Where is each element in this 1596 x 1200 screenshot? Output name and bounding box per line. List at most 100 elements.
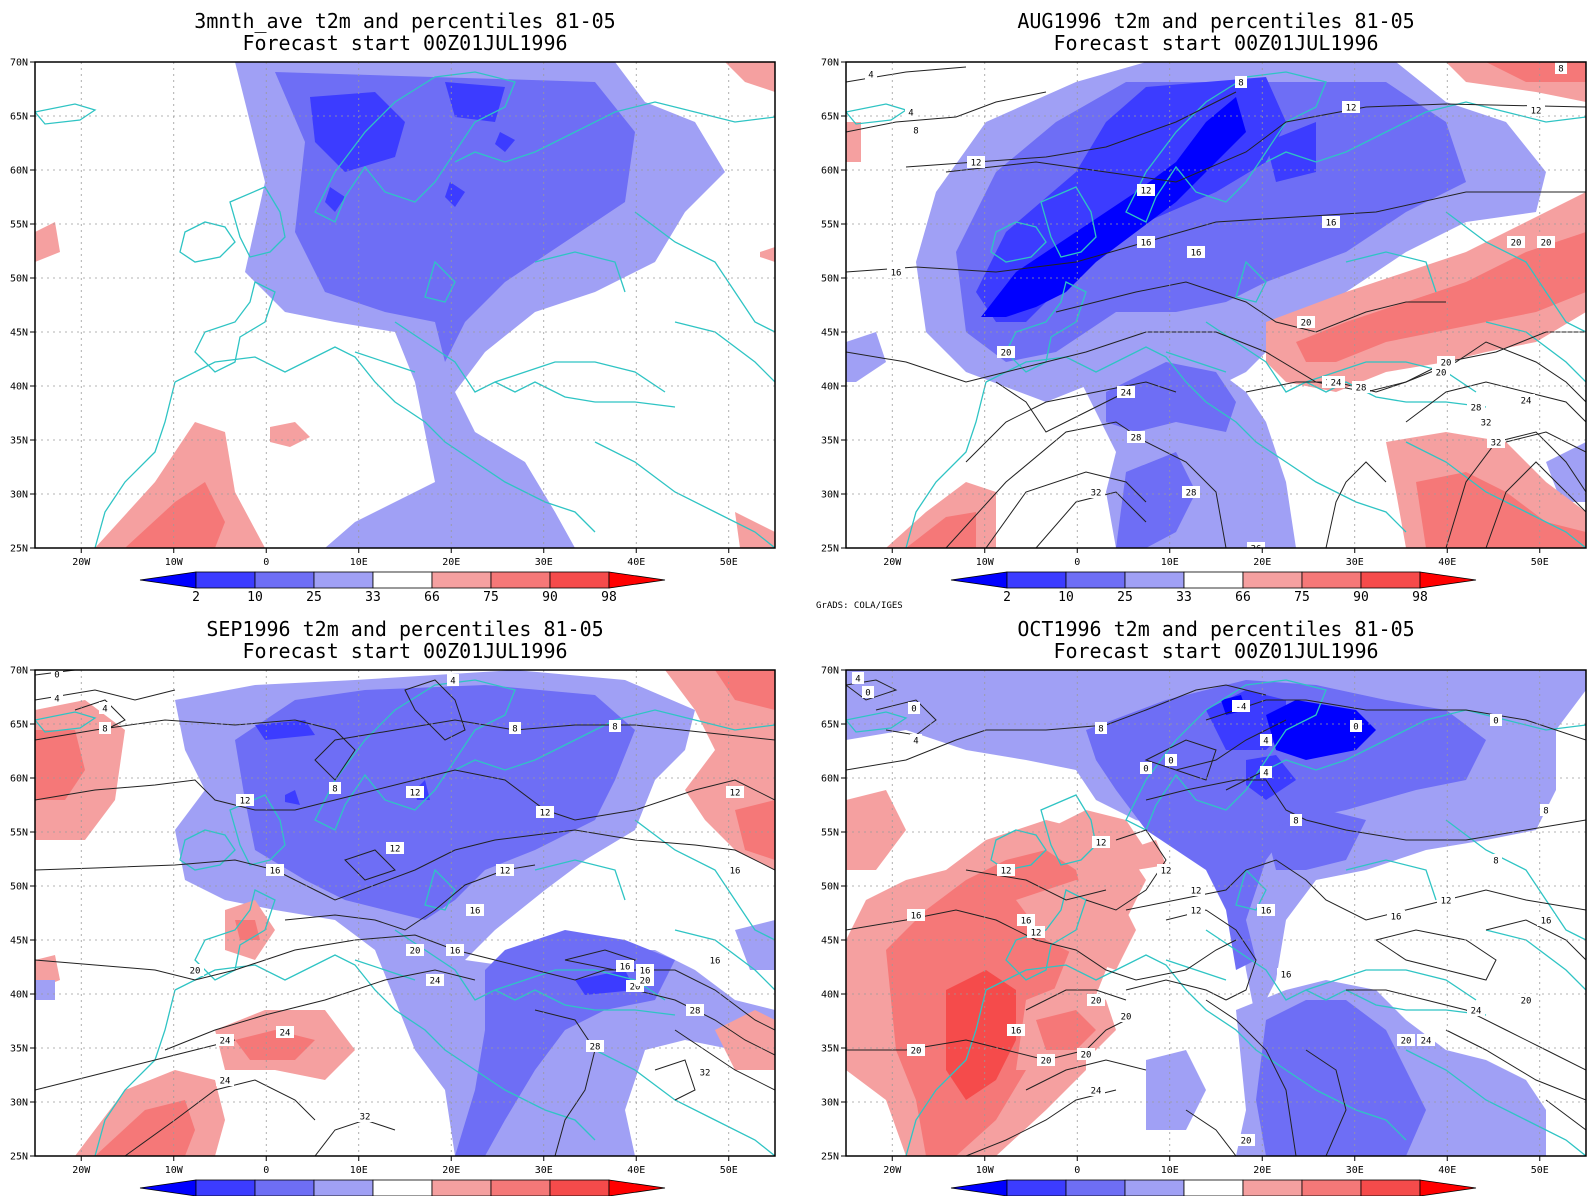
panel-title: AUG1996 t2m and percentiles 81-05	[1017, 9, 1414, 33]
contour-label: 36	[1251, 545, 1262, 555]
legend-arrow-low	[950, 1179, 1008, 1197]
contour-label-bg	[1027, 926, 1045, 938]
lon-tick-label: 30E	[535, 557, 553, 568]
contour-label: 24	[220, 1077, 231, 1087]
contour-label-bg	[1342, 101, 1360, 113]
axis-ticks: 20W 10W 0 10E 20E 30E 40E 50E 70N 65N 60N 55N 50N 45N…	[821, 58, 1549, 569]
contour-label-bg	[852, 672, 864, 684]
contour-label: 12	[971, 159, 982, 169]
contour-label: 12	[240, 797, 251, 807]
contour-label: 16	[911, 912, 922, 922]
contours	[35, 670, 775, 1156]
legend-arrow-low	[139, 1179, 197, 1197]
panel-3mnth-ave: 3mnth_ave t2m and percentiles 81-05 Fore…	[10, 9, 776, 568]
contour-label: 20	[640, 977, 651, 987]
lon-tick-label: 30E	[535, 1165, 553, 1176]
map-frame	[34, 669, 776, 1157]
contour-label: 8	[1238, 79, 1243, 89]
lat-tick-label: 45N	[821, 328, 839, 339]
lat-tick-label: 40N	[821, 990, 839, 1001]
contour-label: 24	[1091, 1087, 1102, 1097]
shaded-percentiles	[35, 62, 775, 548]
contour-label-bg	[266, 864, 284, 876]
legend-swatch	[1301, 571, 1362, 589]
legend-arrow-high	[1419, 1179, 1477, 1197]
contour-label-bg	[1247, 542, 1265, 548]
panel-title: OCT1996 t2m and percentiles 81-05	[1017, 617, 1414, 641]
legend-swatch	[313, 571, 374, 589]
legend-swatch	[313, 1179, 374, 1197]
legend-tick-label: 2	[192, 590, 200, 605]
lon-tick-label: 40E	[627, 1165, 645, 1176]
contour-label-bg	[236, 794, 254, 806]
lon-tick-label: 10W	[976, 557, 995, 568]
contour-label: 4	[868, 71, 873, 81]
contour-label-bg	[1352, 381, 1370, 393]
panel-subtitle: Forecast start 00Z01JUL1996	[1053, 639, 1378, 663]
lat-tick-label: 25N	[821, 1152, 839, 1163]
contour-label: 12	[1191, 907, 1202, 917]
contour-label-bg	[1540, 804, 1552, 816]
contour-label: 0	[865, 689, 870, 699]
contour-label-bg	[446, 944, 464, 956]
contour-label: 16	[1281, 971, 1292, 981]
contour-label: 8	[102, 725, 107, 735]
contour-label: 16	[710, 957, 721, 967]
lat-tick-label: 35N	[10, 436, 28, 447]
lon-tick-label: 50E	[720, 1165, 738, 1176]
lon-tick-label: 10E	[1161, 557, 1179, 568]
contour-label: 4	[54, 695, 59, 705]
contour-label: 4	[1263, 737, 1268, 747]
contour-label: 20	[1301, 319, 1312, 329]
lat-tick-label: 60N	[821, 774, 839, 785]
contour-label-bg	[216, 1074, 234, 1086]
contour-labels: 4004-40480080412128881212161612121616161…	[852, 672, 1555, 1147]
contour-label-bg	[1237, 1134, 1255, 1146]
contour-label-bg	[1017, 914, 1035, 926]
panel-subtitle: Forecast start 00Z01JUL1996	[242, 639, 567, 663]
contour-label: 4	[855, 675, 860, 685]
contour-label: 16	[891, 269, 902, 279]
contour-label: 20	[1001, 349, 1012, 359]
lon-tick-label: 10W	[976, 1165, 995, 1176]
contour-label-bg	[726, 864, 744, 876]
contour-label-bg	[99, 722, 111, 734]
contour-label: 16	[1261, 907, 1272, 917]
legend-tick-label: 33	[365, 590, 381, 605]
lat-tick-label: 55N	[10, 220, 28, 231]
lat-tick-label: 45N	[10, 328, 28, 339]
axis-ticks: 20W 10W 0 10E 20E 30E 40E 50E 70N 65N 60N 55N 50N 45N…	[821, 666, 1549, 1177]
panel-subtitle: Forecast start 00Z01JUL1996	[1053, 31, 1378, 55]
lat-tick-label: 45N	[821, 936, 839, 947]
lon-tick-label: 20W	[883, 557, 902, 568]
legend-tick-label: 98	[601, 590, 617, 605]
lon-tick-label: 0	[1074, 1165, 1080, 1176]
contour-label: 16	[640, 967, 651, 977]
contour-label: 12	[540, 809, 551, 819]
contour-label-bg	[1467, 401, 1485, 413]
contour-label: 20	[1521, 997, 1532, 1007]
panel-sep1996: SEP1996 t2m and percentiles 81-05 Foreca…	[10, 617, 776, 1176]
lon-tick-label: 40E	[1438, 1165, 1456, 1176]
lon-tick-label: 50E	[1531, 1165, 1549, 1176]
contour-label-bg	[1187, 904, 1205, 916]
contours	[846, 679, 1586, 1156]
contour-label-bg	[636, 964, 654, 976]
contour-label-bg	[1432, 366, 1450, 378]
contour-label: 20	[1401, 1037, 1412, 1047]
contour-label-bg	[1327, 376, 1345, 388]
legend-swatch	[1360, 1179, 1421, 1197]
contour-label-bg	[1537, 914, 1555, 926]
legend-arrow-low	[139, 571, 197, 589]
contour-label: 20	[1081, 1051, 1092, 1061]
shaded-percentiles	[846, 62, 1586, 548]
contour-label: 12	[390, 845, 401, 855]
contour-label: 20	[1121, 1013, 1132, 1023]
contour-label: 16	[1326, 219, 1337, 229]
legend-swatch	[1360, 571, 1421, 589]
contour-label: 20	[1541, 239, 1552, 249]
grads-credit: GrADS: COLA/IGES	[816, 601, 903, 611]
legend-tick-label: 25	[306, 590, 322, 605]
lat-tick-label: 25N	[10, 544, 28, 555]
